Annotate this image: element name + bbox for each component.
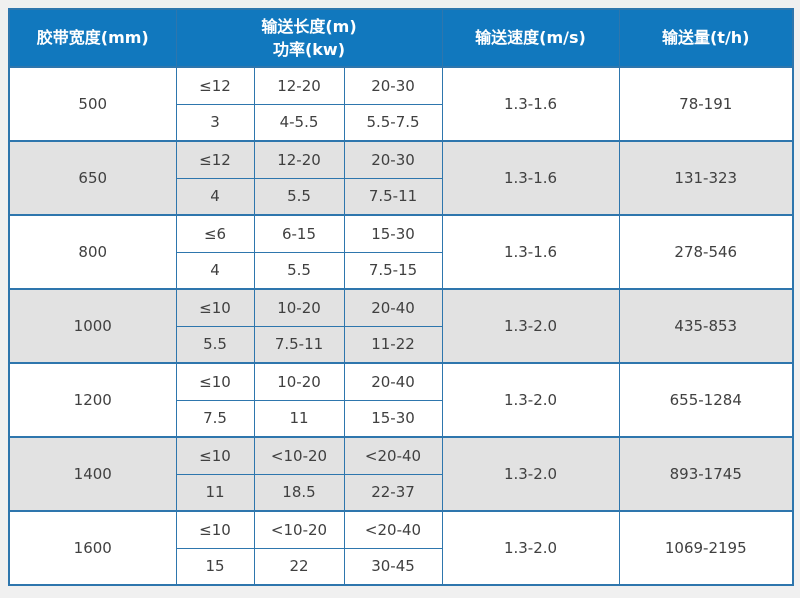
conveyor-spec-table: 胶带宽度(mm) 输送长度(m) 功率(kw) 输送速度(m/s) 输送量(t/… [8,8,794,586]
header-length-label: 输送长度(m) [261,16,357,36]
power-cell: 7.5-11 [343,177,443,216]
belt-width-cell: 650 [8,140,177,216]
spec-group-1400-lengths-row: 1400 ≤10 <10-20 <20-40 1.3-2.0 893-1745 [8,436,794,512]
spec-group-650-powers-row: 4 5.5 7.5-11 [9,177,793,216]
belt-width-cell: 1600 [8,510,177,586]
spec-group-1000-powers-row: 5.5 7.5-11 11-22 [9,325,793,364]
header-power-label: 功率(kw) [272,40,346,59]
power-cell: 15-30 [343,399,443,438]
header-belt-width: 胶带宽度(mm) [8,8,177,68]
power-cell: 22 [253,547,345,586]
power-cell: 11 [175,473,255,512]
header-length-power: 输送长度(m) 功率(kw) [175,8,443,68]
belt-width-cell: 500 [8,66,177,142]
length-cell: 15-30 [343,214,443,253]
power-cell: 5.5 [253,251,345,290]
spec-group-800-powers-row: 4 5.5 7.5-15 [9,251,793,290]
speed-cell: 1.3-1.6 [441,66,620,142]
length-cell: 20-40 [343,288,443,327]
power-cell: 11-22 [343,325,443,364]
spec-group-1400-powers-row: 11 18.5 22-37 [9,473,793,512]
power-cell: 7.5-15 [343,251,443,290]
length-cell: 20-30 [343,140,443,179]
spec-group-1200-lengths-row: 1200 ≤10 10-20 20-40 1.3-2.0 655-1284 [8,362,794,438]
length-cell: ≤10 [175,510,255,549]
power-cell: 7.5-11 [253,325,345,364]
length-cell: 10-20 [253,362,345,401]
spec-group-650-lengths-row: 650 ≤12 12-20 20-30 1.3-1.6 131-323 [8,140,794,216]
length-cell: 12-20 [253,66,345,105]
length-cell: ≤6 [175,214,255,253]
power-cell: 18.5 [253,473,345,512]
length-cell: ≤10 [175,288,255,327]
speed-cell: 1.3-1.6 [441,214,620,290]
length-cell: ≤10 [175,362,255,401]
spec-group-1600-powers-row: 15 22 30-45 [9,547,793,586]
belt-width-cell: 1000 [8,288,177,364]
length-cell: <10-20 [253,510,345,549]
power-cell: 3 [175,103,255,142]
power-cell: 5.5 [175,325,255,364]
capacity-cell: 1069-2195 [618,510,794,586]
length-cell: 20-30 [343,66,443,105]
capacity-cell: 893-1745 [618,436,794,512]
capacity-cell: 278-546 [618,214,794,290]
spec-group-800-lengths-row: 800 ≤6 6-15 15-30 1.3-1.6 278-546 [8,214,794,290]
power-cell: 5.5 [253,177,345,216]
belt-width-cell: 800 [8,214,177,290]
header-row: 胶带宽度(mm) 输送长度(m) 功率(kw) 输送速度(m/s) 输送量(t/… [8,8,794,68]
spec-group-500-lengths-row: 500 ≤12 12-20 20-30 1.3-1.6 78-191 [8,66,794,142]
power-cell: 11 [253,399,345,438]
length-cell: 10-20 [253,288,345,327]
length-cell: 6-15 [253,214,345,253]
speed-cell: 1.3-2.0 [441,510,620,586]
power-cell: 4-5.5 [253,103,345,142]
capacity-cell: 131-323 [618,140,794,216]
spec-group-1000-lengths-row: 1000 ≤10 10-20 20-40 1.3-2.0 435-853 [8,288,794,364]
header-capacity: 输送量(t/h) [618,8,794,68]
power-cell: 15 [175,547,255,586]
capacity-cell: 78-191 [618,66,794,142]
length-cell: 12-20 [253,140,345,179]
speed-cell: 1.3-1.6 [441,140,620,216]
power-cell: 4 [175,251,255,290]
power-cell: 30-45 [343,547,443,586]
length-cell: <10-20 [253,436,345,475]
length-cell: ≤10 [175,436,255,475]
power-cell: 7.5 [175,399,255,438]
speed-cell: 1.3-2.0 [441,436,620,512]
capacity-cell: 435-853 [618,288,794,364]
speed-cell: 1.3-2.0 [441,288,620,364]
header-speed: 输送速度(m/s) [441,8,620,68]
power-cell: 22-37 [343,473,443,512]
spec-group-1200-powers-row: 7.5 11 15-30 [9,399,793,438]
spec-group-1600-lengths-row: 1600 ≤10 <10-20 <20-40 1.3-2.0 1069-2195 [8,510,794,586]
length-cell: <20-40 [343,436,443,475]
length-cell: <20-40 [343,510,443,549]
length-cell: ≤12 [175,140,255,179]
belt-width-cell: 1400 [8,436,177,512]
power-cell: 5.5-7.5 [343,103,443,142]
length-cell: 20-40 [343,362,443,401]
length-cell: ≤12 [175,66,255,105]
capacity-cell: 655-1284 [618,362,794,438]
belt-width-cell: 1200 [8,362,177,438]
spec-group-500-powers-row: 3 4-5.5 5.5-7.5 [9,103,793,142]
speed-cell: 1.3-2.0 [441,362,620,438]
power-cell: 4 [175,177,255,216]
